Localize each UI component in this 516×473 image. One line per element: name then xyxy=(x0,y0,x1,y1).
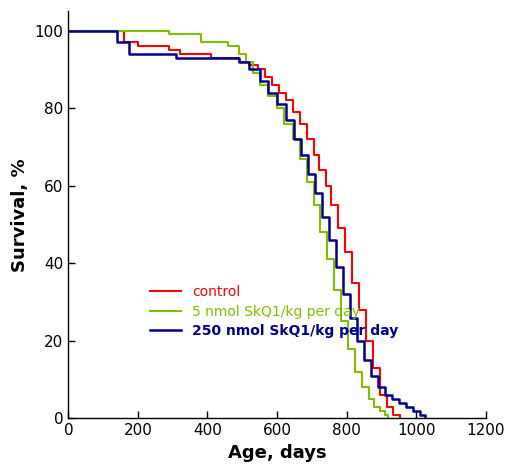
Legend: control, 5 nmol SkQ1/kg per day, 250 nmol SkQ1/kg per day: control, 5 nmol SkQ1/kg per day, 250 nmo… xyxy=(151,285,398,338)
Y-axis label: Survival, %: Survival, % xyxy=(11,158,29,272)
X-axis label: Age, days: Age, days xyxy=(228,444,326,462)
